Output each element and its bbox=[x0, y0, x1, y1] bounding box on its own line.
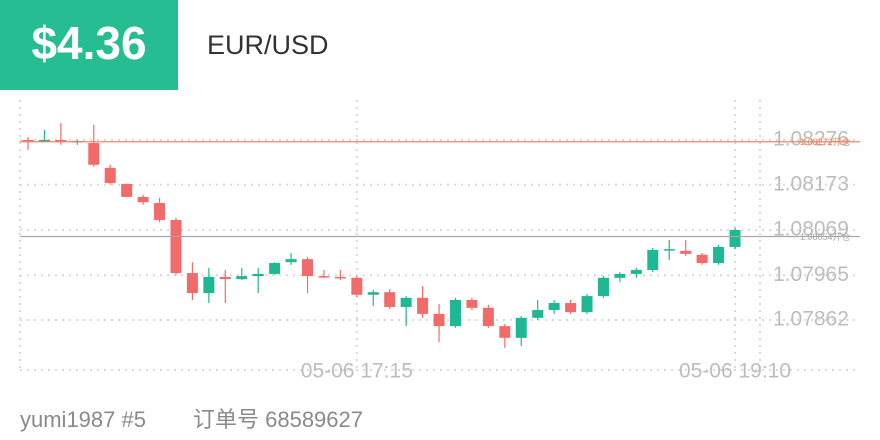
candle-body bbox=[597, 277, 609, 297]
candle-body bbox=[384, 292, 396, 307]
candle-body bbox=[647, 250, 659, 270]
y-tick-label: 1.07965 bbox=[773, 263, 849, 286]
candle-body bbox=[334, 276, 346, 279]
candle-body bbox=[515, 317, 527, 338]
candle-body bbox=[713, 246, 725, 264]
candle-body bbox=[400, 297, 412, 307]
price: $4.36 bbox=[31, 17, 146, 69]
candle-body bbox=[499, 326, 511, 338]
candle-body bbox=[729, 230, 741, 247]
candle-body bbox=[170, 220, 182, 274]
candle-body bbox=[433, 313, 445, 327]
candle-body bbox=[351, 277, 363, 295]
candle-body bbox=[302, 259, 314, 277]
candle-body bbox=[318, 276, 330, 278]
candle-body bbox=[367, 292, 379, 295]
candle-body bbox=[630, 270, 642, 274]
candle-body bbox=[565, 303, 577, 313]
y-tick-label: 1.07862 bbox=[773, 308, 849, 331]
candle-body bbox=[663, 249, 675, 251]
price-badge bbox=[0, 0, 178, 90]
user: yumi1987 #5 bbox=[20, 407, 146, 432]
candle-body bbox=[417, 297, 429, 314]
price-line-label: 1.08272开仓 bbox=[800, 136, 851, 147]
candle-body bbox=[449, 300, 461, 327]
candle-body bbox=[219, 276, 231, 280]
candle-body bbox=[88, 143, 100, 165]
x-tick-label: 05-06 17:15 bbox=[301, 360, 413, 383]
candle-body bbox=[581, 296, 593, 313]
y-tick-label: 1.08069 bbox=[773, 218, 849, 241]
candle-body bbox=[121, 183, 133, 197]
order-number: 订单号 68589627 bbox=[193, 407, 363, 432]
candle-body bbox=[285, 259, 297, 263]
candle-body bbox=[466, 300, 478, 308]
candle-body bbox=[186, 273, 198, 294]
candle-body bbox=[154, 203, 166, 220]
candle-body bbox=[22, 140, 34, 142]
price-line-label: 1.08054开仓 bbox=[800, 231, 851, 242]
candle-body bbox=[482, 307, 494, 327]
candle-body bbox=[104, 167, 116, 184]
candle-body bbox=[696, 254, 708, 264]
y-tick-label: 1.08173 bbox=[773, 172, 849, 195]
candle-body bbox=[236, 276, 248, 280]
candle-body bbox=[269, 263, 281, 274]
candle-body bbox=[38, 140, 50, 142]
candle-body bbox=[203, 276, 215, 294]
candle-body bbox=[548, 303, 560, 310]
candle-body bbox=[137, 196, 149, 203]
symbol: EUR/USD bbox=[207, 30, 329, 60]
candle-body bbox=[614, 273, 626, 278]
x-tick-label: 05-06 19:10 bbox=[679, 360, 791, 383]
candle-body bbox=[532, 310, 544, 318]
candle-body bbox=[55, 140, 67, 143]
candle-body bbox=[680, 250, 692, 254]
candle-body bbox=[252, 273, 264, 277]
y-tick-label: 1.08276 bbox=[773, 128, 849, 151]
